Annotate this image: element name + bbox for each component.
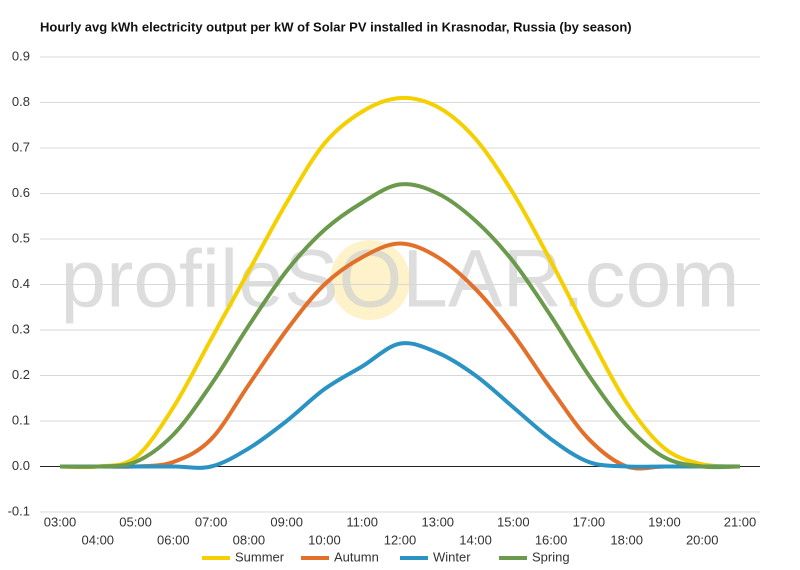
x-tick-label: 05:00: [119, 514, 152, 529]
series-line: [59, 95, 741, 470]
legend-label: Spring: [532, 549, 570, 564]
x-tick-label: 03:00: [44, 514, 77, 529]
y-tick-label: 0.5: [12, 230, 30, 245]
y-tick-label: 0.3: [12, 321, 30, 336]
series-line: [60, 341, 740, 470]
series-line: [59, 182, 741, 470]
y-tick-label: 0.7: [12, 139, 30, 154]
y-tick-label: 0.6: [12, 185, 30, 200]
x-tick-label: 16:00: [535, 532, 568, 547]
y-tick-label: 0.8: [12, 94, 30, 109]
x-tick-label: 11:00: [346, 514, 378, 529]
x-tick-label: 18:00: [610, 532, 643, 547]
x-tick-label: 15:00: [497, 514, 530, 529]
x-tick-label: 08:00: [233, 532, 266, 547]
y-tick-label: 0.2: [12, 367, 30, 382]
y-tick-label: 0.0: [12, 458, 30, 473]
x-tick-label: 21:00: [724, 514, 757, 529]
chart-title: Hourly avg kWh electricity output per kW…: [40, 19, 632, 34]
x-tick-label: 14:00: [459, 532, 492, 547]
y-tick-label: 0.4: [12, 276, 30, 291]
x-tick-label: 17:00: [573, 514, 606, 529]
x-tick-label: 07:00: [195, 514, 228, 529]
watermark: profileSOLAR.com: [60, 234, 739, 325]
legend-label: Autumn: [334, 549, 379, 564]
x-tick-label: 10:00: [308, 532, 341, 547]
watermark-sun: [330, 240, 410, 320]
y-tick-label: 0.9: [12, 48, 30, 63]
legend-label: Summer: [235, 549, 285, 564]
x-tick-label: 04:00: [82, 532, 115, 547]
x-tick-label: 20:00: [686, 532, 719, 547]
x-tick-label: 12:00: [384, 532, 417, 547]
y-tick-label: 0.1: [12, 412, 30, 427]
x-tick-label: 19:00: [648, 514, 681, 529]
x-tick-label: 13:00: [422, 514, 455, 529]
x-tick-label: 06:00: [157, 532, 190, 547]
legend-label: Winter: [433, 549, 471, 564]
y-tick-label: -0.1: [8, 503, 30, 518]
x-tick-label: 09:00: [270, 514, 303, 529]
